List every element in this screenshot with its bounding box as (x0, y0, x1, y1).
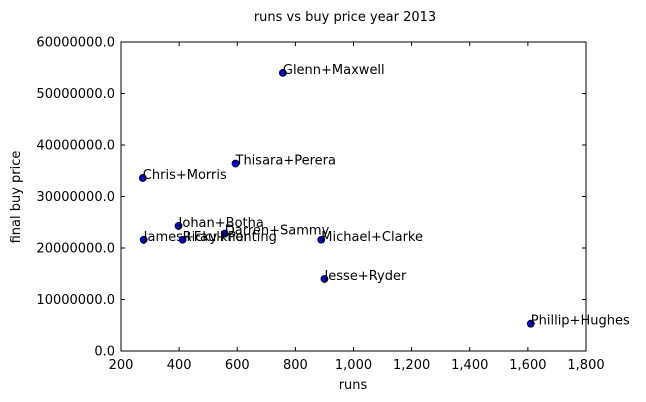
data-point-label: Darren+Sammy (225, 224, 330, 239)
x-tick-label: 200 (109, 358, 134, 373)
x-tick-label: 1,000 (335, 358, 372, 373)
y-tick-label: 50000000.0 (36, 87, 115, 102)
x-tick-label: 600 (225, 358, 250, 373)
data-point (231, 159, 240, 168)
data-point (178, 235, 187, 244)
data-point-label: Glenn+Maxwell (283, 63, 385, 78)
data-point-label: Jesse+Ryder (323, 269, 407, 284)
data-point (174, 221, 183, 230)
y-tick-label: 20000000.0 (36, 242, 115, 257)
data-point (138, 174, 147, 182)
data-points: Glenn+Maxwell Thisara+Perera Chris+Morris J… (138, 63, 630, 329)
data-point (526, 319, 535, 328)
y-tick-label: 60000000.0 (36, 36, 115, 51)
data-point (139, 235, 148, 244)
data-point (320, 274, 329, 283)
plot-area: 200 400 600 800 1,000 1,200 1,400 1,600 1,800 0.… (36, 36, 630, 374)
x-tick-label: 1,800 (567, 358, 604, 373)
data-point-label: Chris+Morris (143, 168, 227, 183)
x-tick-label: 1,400 (451, 358, 488, 373)
y-tick-label: 10000000.0 (36, 293, 115, 308)
data-point (278, 69, 287, 77)
y-axis-label: final buy price (9, 151, 24, 244)
chart-title: runs vs buy price year 2013 (254, 10, 436, 25)
data-point-label: Johan+Botha (178, 216, 264, 231)
x-tick-label: 1,600 (509, 358, 546, 373)
plot-frame (120, 41, 587, 352)
data-point-label: Michael+Clarke (321, 230, 423, 245)
y-tick-label: 40000000.0 (36, 139, 115, 154)
x-axis: 200 400 600 800 1,000 1,200 1,400 1,600 1,800 (109, 42, 605, 373)
data-point-label: Phillip+Hughes (531, 314, 630, 329)
data-point (220, 229, 229, 238)
data-point-label: James+Faulkner (143, 230, 250, 245)
data-point (317, 235, 326, 244)
y-tick-label: 0.0 (94, 345, 115, 360)
x-axis-label: runs (339, 378, 368, 393)
x-tick-label: 1,200 (393, 358, 430, 373)
y-axis: 0.0 10000000.0 20000000.0 30000000.0 4000000… (36, 36, 586, 360)
data-point-label: Ricky+Ponting (183, 230, 277, 245)
x-tick-label: 400 (167, 358, 192, 373)
data-point-label: Thisara+Perera (235, 154, 336, 169)
y-tick-label: 30000000.0 (36, 190, 115, 205)
x-tick-label: 800 (283, 358, 308, 373)
